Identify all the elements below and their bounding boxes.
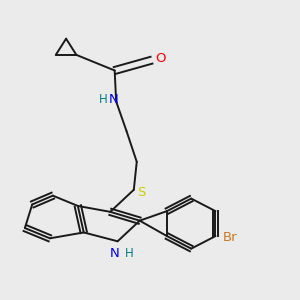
Text: H: H: [125, 247, 134, 260]
Text: Br: Br: [222, 231, 237, 244]
Text: N: N: [110, 247, 119, 260]
Text: O: O: [156, 52, 166, 65]
Text: S: S: [137, 186, 146, 199]
Text: H: H: [98, 93, 107, 106]
Text: N: N: [108, 93, 118, 106]
